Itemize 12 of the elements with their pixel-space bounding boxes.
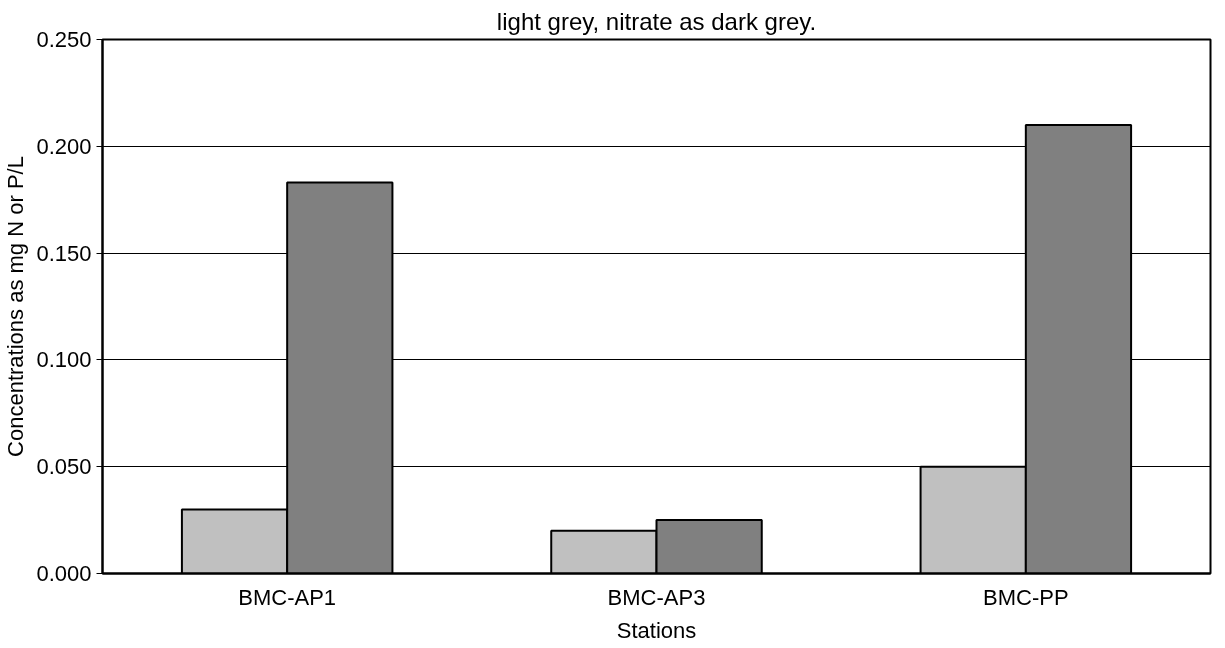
y-tick-label: 0.250 bbox=[36, 27, 92, 52]
y-tick-label: 0.050 bbox=[36, 454, 92, 480]
chart-title: light grey, nitrate as dark grey. bbox=[496, 7, 817, 35]
y-axis-title: Concentrations as mg N or P/L bbox=[3, 156, 29, 457]
x-tick-label: BMC-PP bbox=[983, 584, 1069, 610]
x-tick-label: BMC-AP3 bbox=[607, 584, 706, 610]
y-tick-label: 0.100 bbox=[36, 347, 92, 373]
y-tick-label: 0.000 bbox=[36, 561, 92, 586]
x-tick-label: BMC-AP1 bbox=[238, 584, 337, 610]
x-axis-title: Stations bbox=[616, 617, 697, 643]
y-tick-label: 0.150 bbox=[36, 240, 92, 266]
y-tick-label: 0.200 bbox=[36, 133, 92, 159]
